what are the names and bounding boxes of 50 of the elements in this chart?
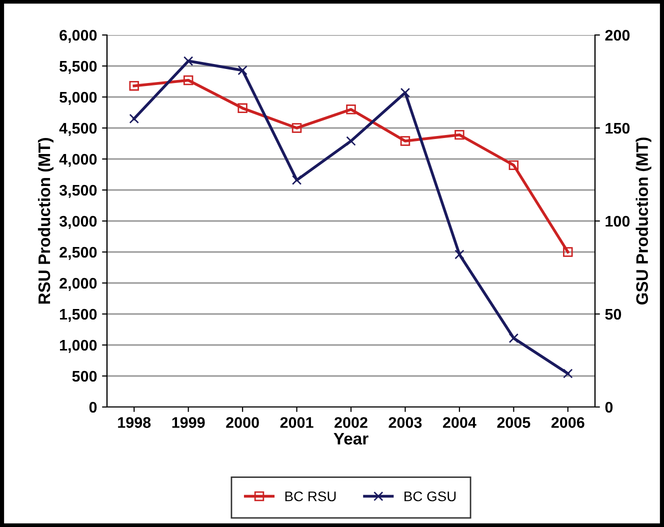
x-axis-title: Year (334, 432, 368, 445)
y2-tick-label: 150 (606, 122, 630, 134)
point (346, 104, 356, 114)
y-tick-label: 6,000 (60, 30, 97, 43)
point (183, 75, 194, 86)
x-tick-label: 1999 (172, 417, 205, 428)
point (563, 368, 573, 378)
y-tick-label: 3,500 (59, 184, 97, 198)
x-tick-label: 2001 (280, 417, 314, 428)
legend-label: BC RSU (285, 491, 336, 502)
point (508, 333, 519, 344)
y-tick-label: 4,000 (59, 154, 97, 167)
y-tick-label: 4,500 (59, 122, 97, 136)
point (292, 123, 302, 133)
point (183, 56, 194, 66)
y2-tick-label: 100 (606, 216, 630, 227)
point (292, 175, 302, 185)
point (346, 136, 356, 146)
x-tick-label: 1998 (118, 417, 151, 428)
point (454, 250, 464, 260)
y2-axis-title: GSU Production (MT) (636, 138, 652, 305)
y-tick-label: 2,000 (60, 278, 97, 291)
y-axis-title: RSU Production (MT) (38, 138, 54, 304)
x-tick-label: 2006 (551, 417, 584, 428)
y-tick-label: 2,500 (60, 246, 97, 260)
y-tick-label: 1,000 (60, 340, 97, 353)
x-tick-label: 2002 (334, 417, 368, 428)
y2-tick-label: 0 (605, 402, 613, 413)
legend-label: BC GSU (404, 491, 456, 502)
y-tick-label: 1,500 (60, 308, 97, 322)
y2-tick-label: 50 (605, 308, 622, 320)
point (454, 130, 464, 140)
x-tick-label: 2004 (442, 417, 476, 428)
point (129, 114, 139, 124)
point (563, 247, 573, 257)
y-tick-label: 5,000 (60, 92, 97, 105)
point (400, 88, 410, 98)
y-tick-label: 500 (72, 370, 97, 382)
y-tick-label: 3,000 (59, 216, 97, 229)
y2-tick-label: 200 (605, 30, 630, 41)
point (238, 65, 248, 76)
point (129, 80, 139, 91)
y-tick-label: 5,500 (60, 60, 97, 74)
x-tick-label: 2005 (497, 417, 530, 428)
point (238, 103, 248, 114)
x-tick-label: 2003 (388, 417, 422, 428)
point (400, 136, 410, 146)
point (508, 160, 519, 170)
y-tick-label: 0 (89, 402, 97, 413)
x-tick-label: 2000 (226, 417, 259, 428)
